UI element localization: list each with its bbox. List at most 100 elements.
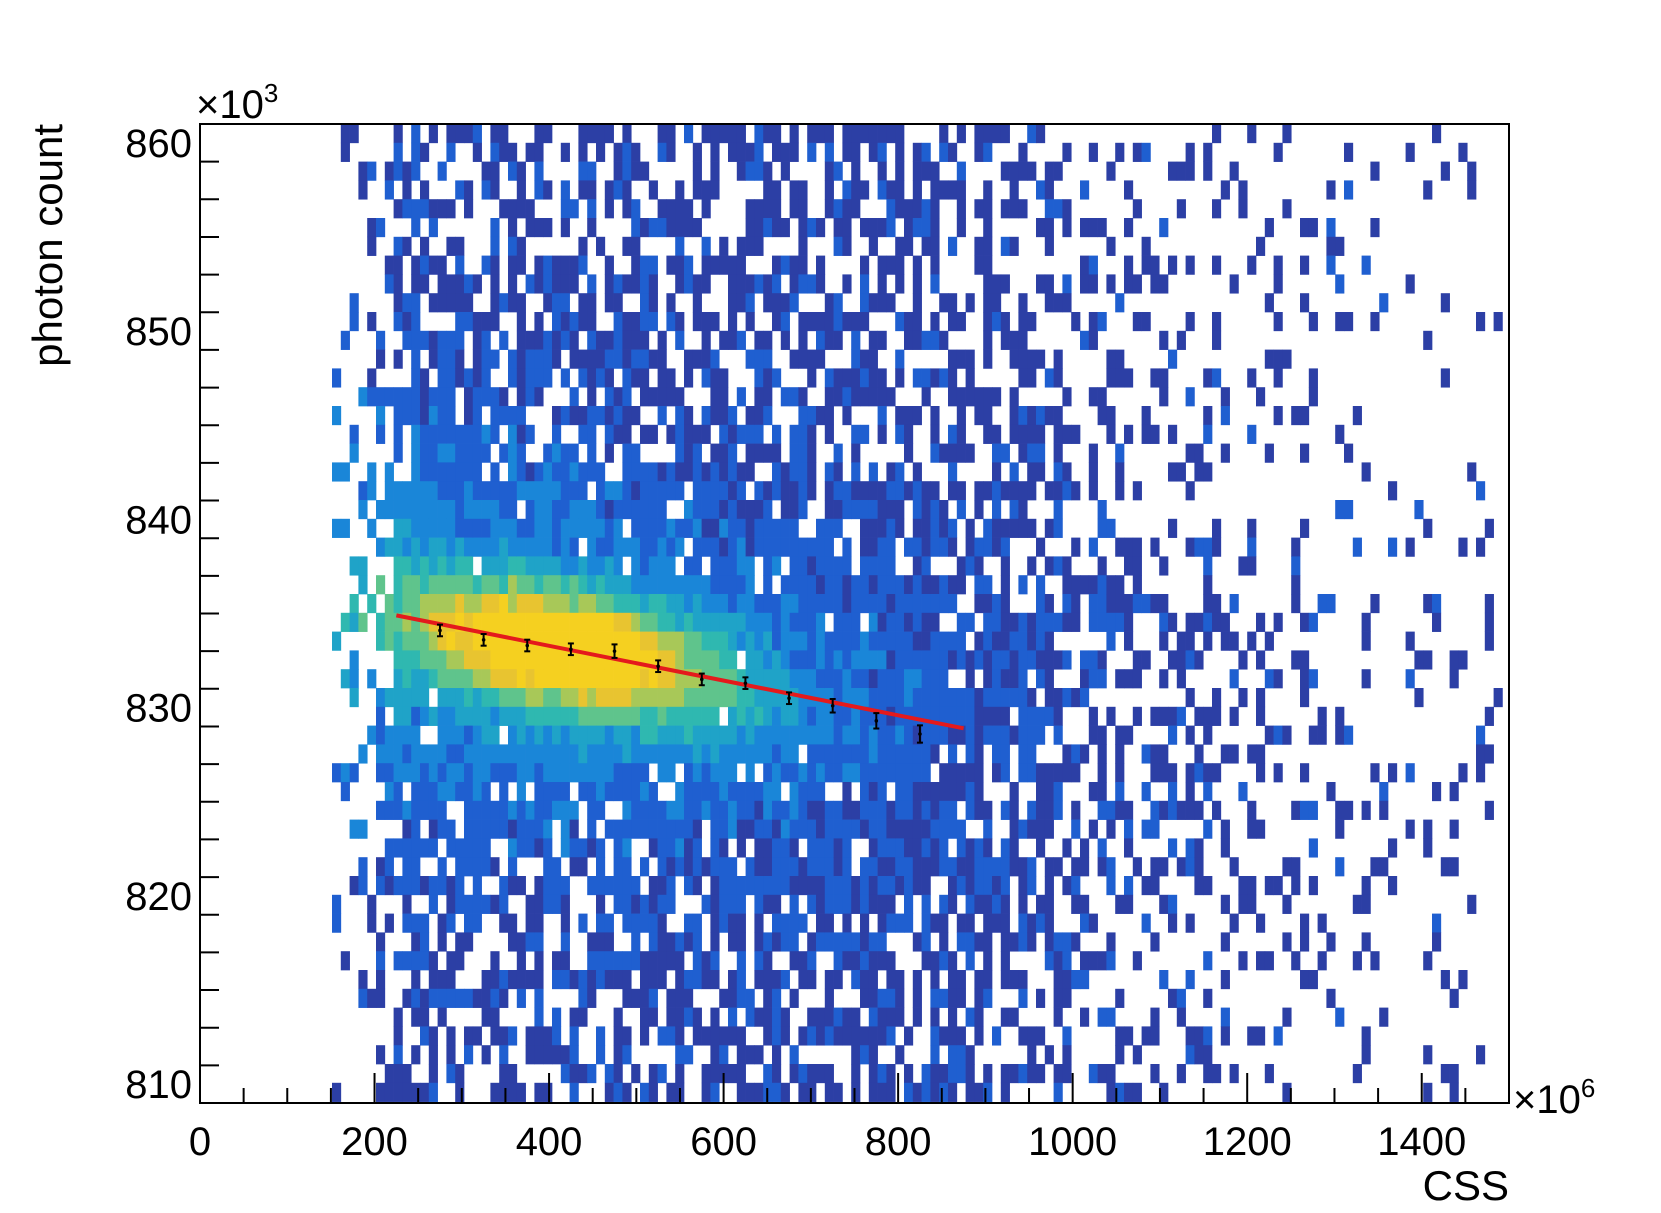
heatmap-cell (851, 594, 861, 614)
heatmap-cell (587, 612, 597, 632)
heatmap-cell (1176, 800, 1186, 820)
heatmap-cell (446, 650, 456, 670)
heatmap-cell (728, 518, 738, 538)
heatmap-cell (921, 556, 931, 576)
heatmap-cell (437, 744, 447, 764)
heatmap-cell (754, 1045, 764, 1065)
heatmap-cell (860, 424, 870, 444)
heatmap-cell (833, 556, 843, 576)
heatmap-cell (728, 894, 738, 914)
heatmap-cell (736, 688, 746, 708)
heatmap-cell (613, 1045, 623, 1065)
heatmap-cell (798, 349, 808, 369)
heatmap-cell (516, 594, 526, 614)
heatmap-cell (877, 951, 887, 971)
heatmap-cell (1300, 612, 1310, 632)
heatmap-cell (384, 763, 394, 783)
heatmap-cell (464, 763, 474, 783)
heatmap-cell (648, 650, 658, 670)
heatmap-cell (604, 180, 614, 200)
heatmap-cell (807, 594, 817, 614)
heatmap-cell (798, 763, 808, 783)
heatmap-cell (596, 970, 606, 990)
heatmap-cell (833, 951, 843, 971)
heatmap-cell (437, 876, 447, 896)
heatmap-cell (816, 857, 826, 877)
heatmap-cell (965, 387, 975, 407)
heatmap-cell (604, 819, 614, 839)
heatmap-cell (912, 932, 922, 952)
heatmap-cell (613, 894, 623, 914)
heatmap-cell (648, 312, 658, 332)
heatmap-cell (604, 631, 614, 651)
heatmap-cell (472, 988, 482, 1008)
heatmap-cell (596, 669, 606, 689)
heatmap-cell (516, 236, 526, 256)
heatmap-cell (1176, 1007, 1186, 1027)
heatmap-cell (1335, 1007, 1345, 1027)
heatmap-cell (560, 932, 570, 952)
heatmap-cell (912, 255, 922, 275)
heatmap-cell (816, 744, 826, 764)
heatmap-cell (974, 763, 984, 783)
heatmap-cell (596, 481, 606, 501)
heatmap-cell (824, 650, 834, 670)
heatmap-cell (666, 857, 676, 877)
heatmap-cell (552, 894, 562, 914)
heatmap-cell (1141, 406, 1151, 426)
heatmap-cell (851, 443, 861, 463)
heatmap-cell (992, 293, 1002, 313)
heatmap-cell (789, 481, 799, 501)
heatmap-cell (948, 688, 958, 708)
heatmap-cell (1203, 368, 1213, 388)
heatmap-cell (868, 650, 878, 670)
heatmap-cell (1009, 819, 1019, 839)
heatmap-cell (886, 387, 896, 407)
heatmap-cell (499, 387, 509, 407)
heatmap-cell (1203, 1064, 1213, 1084)
heatmap-cell (622, 744, 632, 764)
heatmap-cell (798, 406, 808, 426)
heatmap-cell (420, 406, 430, 426)
heatmap-cell (1308, 800, 1318, 820)
heatmap-cell (640, 706, 650, 726)
heatmap-cell (358, 575, 368, 595)
heatmap-cell (983, 124, 993, 144)
heatmap-cell (912, 782, 922, 802)
heatmap-cell (640, 782, 650, 802)
heatmap-cell (1432, 782, 1442, 802)
heatmap-cell (772, 180, 782, 200)
heatmap-cell (1071, 744, 1081, 764)
heatmap-cell (1291, 575, 1301, 595)
heatmap-cell (886, 293, 896, 313)
heatmap-cell (516, 744, 526, 764)
heatmap-cell (1097, 951, 1107, 971)
heatmap-cell (367, 368, 377, 388)
heatmap-cell (666, 894, 676, 914)
heatmap-cell (490, 800, 500, 820)
heatmap-cell (455, 500, 465, 520)
heatmap-cell (912, 462, 922, 482)
heatmap-cell (1352, 1064, 1362, 1084)
heatmap-cell (807, 424, 817, 444)
heatmap-cell (437, 199, 447, 219)
heatmap-cell (833, 688, 843, 708)
heatmap-cell (560, 819, 570, 839)
heatmap-cell (666, 819, 676, 839)
heatmap-cell (868, 142, 878, 162)
heatmap-cell (1027, 688, 1037, 708)
heatmap-cell (736, 575, 746, 595)
heatmap-cell (895, 763, 905, 783)
heatmap-cell (640, 462, 650, 482)
heatmap-cell (763, 763, 773, 783)
heatmap-cell (789, 180, 799, 200)
heatmap-cell (701, 274, 711, 294)
heatmap-cell (420, 669, 430, 689)
heatmap-cell (719, 631, 729, 651)
heatmap-cell (578, 424, 588, 444)
heatmap-cell (877, 988, 887, 1008)
heatmap-cell (508, 669, 518, 689)
heatmap-cell (904, 763, 914, 783)
heatmap-cell (499, 612, 509, 632)
heatmap-cell (956, 631, 966, 651)
